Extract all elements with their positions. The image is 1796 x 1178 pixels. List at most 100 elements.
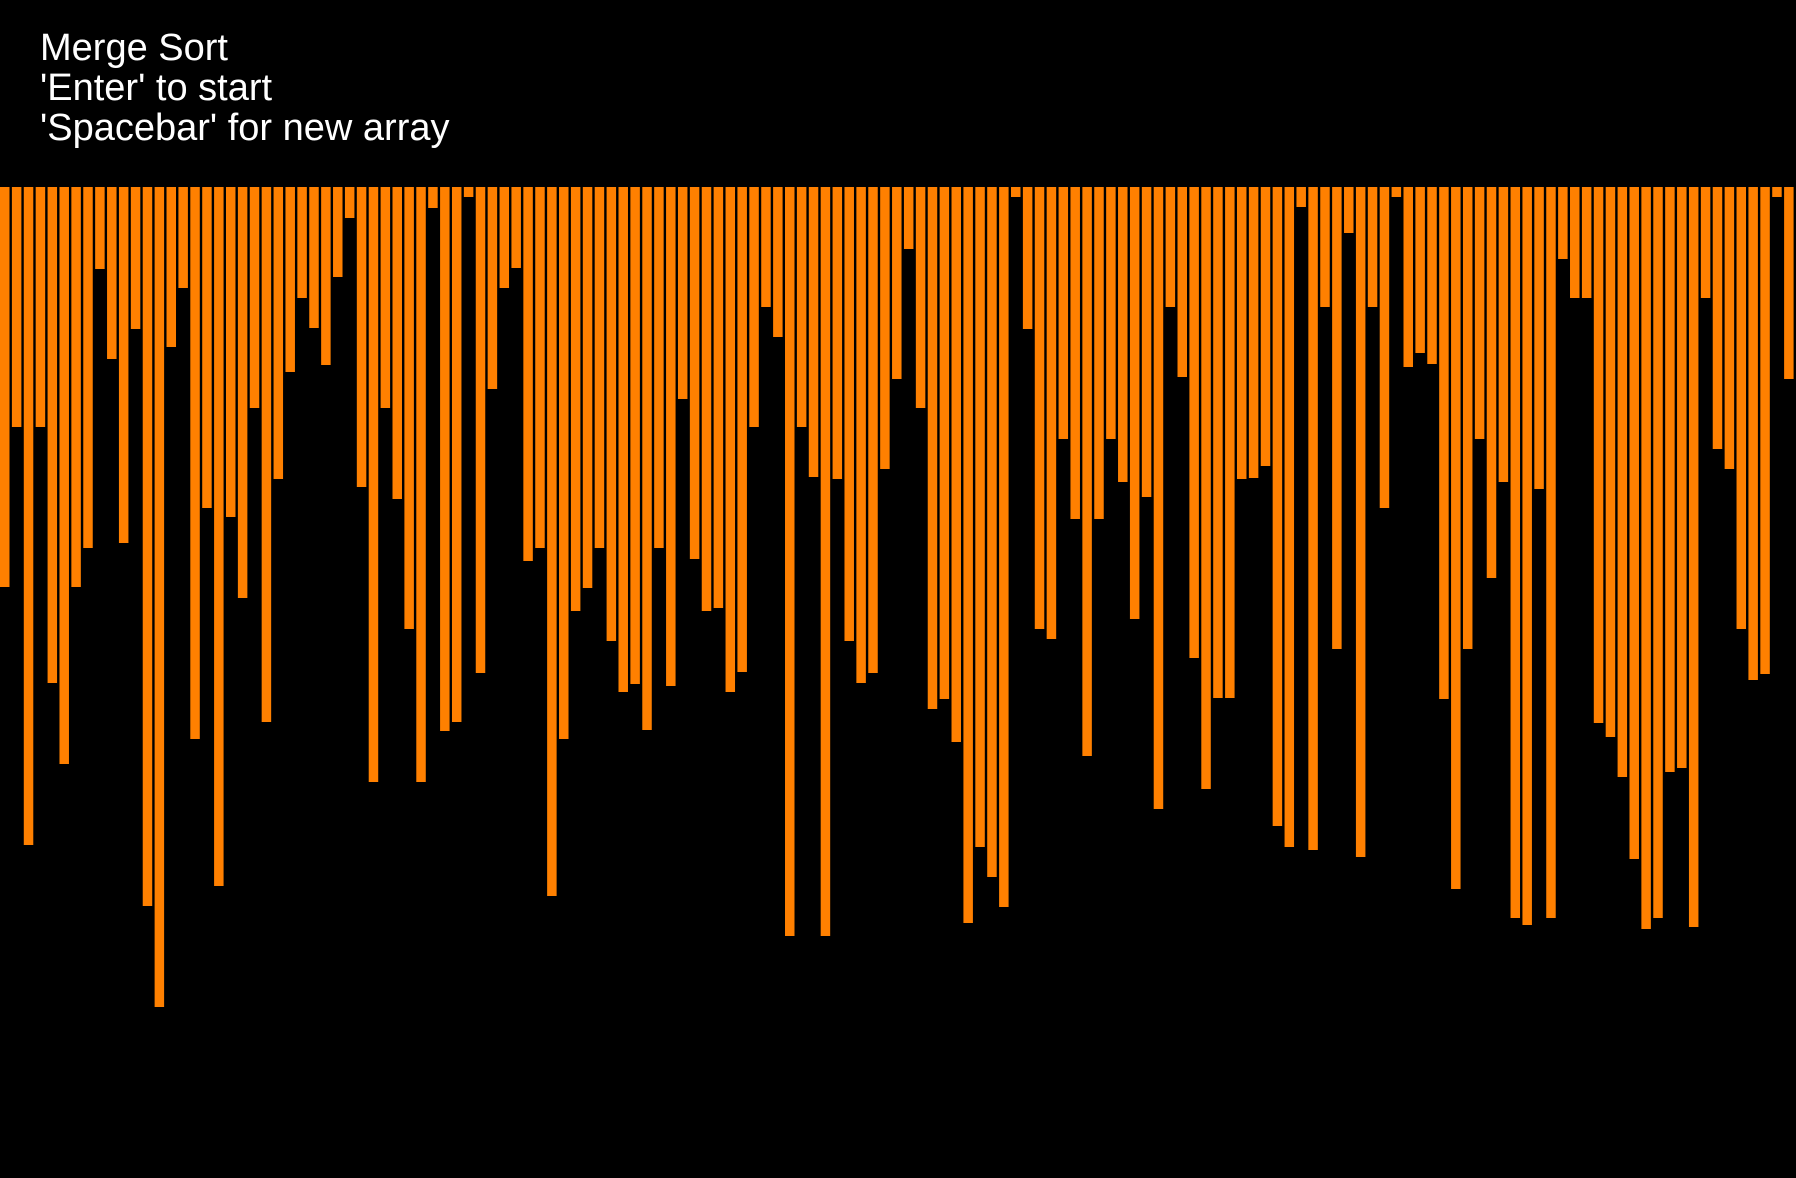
array-bar bbox=[107, 187, 117, 359]
array-bar bbox=[297, 187, 307, 298]
array-bar bbox=[856, 187, 866, 683]
array-bar bbox=[927, 187, 938, 709]
array-bar bbox=[1522, 187, 1532, 925]
new-array-hint: 'Spacebar' for new array bbox=[40, 107, 450, 149]
array-bar bbox=[773, 187, 783, 337]
array-bar bbox=[559, 187, 569, 739]
array-bar bbox=[1403, 187, 1413, 367]
array-bar bbox=[416, 187, 426, 782]
array-bar bbox=[1688, 187, 1699, 927]
array-bar bbox=[999, 187, 1009, 907]
algorithm-title: Merge Sort bbox=[40, 27, 228, 69]
array-bar bbox=[903, 187, 914, 249]
array-bar bbox=[535, 187, 545, 548]
array-bar bbox=[1320, 187, 1330, 307]
array-bar bbox=[1308, 187, 1318, 850]
array-bar bbox=[1474, 187, 1485, 439]
array-bar bbox=[1629, 187, 1639, 859]
array-bar bbox=[356, 187, 367, 487]
array-bar bbox=[202, 187, 212, 508]
array-bar bbox=[630, 187, 640, 684]
array-bar bbox=[844, 187, 854, 641]
array-bar bbox=[475, 187, 486, 673]
array-bar bbox=[1486, 187, 1497, 578]
array-bar bbox=[1700, 187, 1711, 298]
array-bar bbox=[939, 187, 950, 699]
array-bar bbox=[225, 187, 236, 517]
array-bar bbox=[59, 187, 69, 764]
array-bar bbox=[1272, 187, 1283, 826]
array-bar bbox=[1534, 187, 1544, 489]
array-bar bbox=[178, 187, 188, 288]
array-bar bbox=[975, 187, 985, 847]
array-bar bbox=[880, 187, 890, 469]
array-bar bbox=[1439, 187, 1449, 699]
array-bar bbox=[1593, 187, 1604, 723]
array-bar bbox=[737, 187, 747, 672]
array-bar bbox=[1034, 187, 1045, 629]
array-bar bbox=[368, 187, 379, 782]
array-bar bbox=[1165, 187, 1176, 307]
array-bar bbox=[785, 187, 795, 936]
array-bar bbox=[915, 187, 926, 408]
array-bar bbox=[796, 187, 807, 427]
array-bar bbox=[95, 187, 105, 269]
array-bar bbox=[1736, 187, 1747, 629]
array-bar bbox=[642, 187, 652, 730]
array-bar bbox=[1236, 187, 1247, 479]
array-bar bbox=[71, 187, 81, 587]
array-bar bbox=[594, 187, 605, 548]
array-bar bbox=[701, 187, 712, 611]
array-bar bbox=[273, 187, 284, 479]
array-bar bbox=[1772, 187, 1782, 197]
array-bar bbox=[618, 187, 628, 692]
array-bar bbox=[1712, 187, 1723, 449]
array-bar bbox=[428, 187, 438, 208]
array-bar bbox=[582, 187, 593, 588]
array-bar bbox=[761, 187, 771, 307]
array-bar bbox=[487, 187, 498, 389]
array-bar bbox=[570, 187, 581, 611]
array-bar bbox=[130, 187, 141, 329]
array-bar bbox=[808, 187, 819, 477]
array-bar bbox=[321, 187, 331, 365]
array-bar bbox=[606, 187, 617, 641]
array-bar bbox=[1177, 187, 1187, 377]
array-bar bbox=[1070, 187, 1080, 519]
array-bar bbox=[249, 187, 260, 408]
array-bar bbox=[1605, 187, 1616, 737]
array-bar bbox=[511, 187, 521, 268]
array-bar bbox=[440, 187, 450, 731]
array-bar bbox=[987, 187, 997, 877]
array-bar bbox=[47, 187, 58, 683]
array-bar bbox=[689, 187, 700, 559]
array-bar bbox=[1415, 187, 1425, 353]
array-bar bbox=[1665, 187, 1675, 772]
array-bar bbox=[1546, 187, 1556, 918]
array-bar bbox=[1260, 187, 1271, 466]
array-bar bbox=[1558, 187, 1568, 259]
array-bar bbox=[1046, 187, 1057, 639]
array-bar bbox=[1189, 187, 1199, 658]
array-bar bbox=[1058, 187, 1069, 439]
array-bar bbox=[547, 187, 557, 896]
array-bar bbox=[1617, 187, 1628, 777]
array-bar bbox=[1724, 187, 1735, 469]
array-bar bbox=[666, 187, 676, 686]
array-bar bbox=[1462, 187, 1473, 649]
array-bar bbox=[1082, 187, 1092, 756]
array-bar bbox=[1748, 187, 1758, 680]
array-bar bbox=[118, 187, 129, 543]
array-bar bbox=[1581, 187, 1592, 298]
array-bar bbox=[11, 187, 22, 427]
array-bar bbox=[1391, 187, 1402, 197]
array-bar bbox=[154, 187, 165, 1007]
array-bar bbox=[463, 187, 474, 197]
array-bar bbox=[333, 187, 343, 277]
array-bar bbox=[214, 187, 224, 886]
array-bar bbox=[892, 187, 902, 379]
array-bar bbox=[285, 187, 295, 372]
array-bar bbox=[951, 187, 962, 742]
